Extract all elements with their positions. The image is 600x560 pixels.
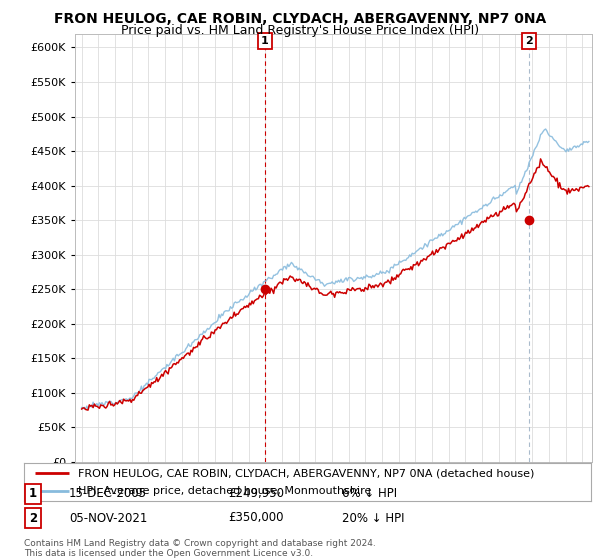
Text: Price paid vs. HM Land Registry's House Price Index (HPI): Price paid vs. HM Land Registry's House … [121,24,479,36]
Text: 1: 1 [260,36,268,46]
Text: Contains HM Land Registry data © Crown copyright and database right 2024.
This d: Contains HM Land Registry data © Crown c… [24,539,376,558]
Text: FRON HEULOG, CAE ROBIN, CLYDACH, ABERGAVENNY, NP7 0NA (detached house): FRON HEULOG, CAE ROBIN, CLYDACH, ABERGAV… [78,468,534,478]
Text: £249,950: £249,950 [228,487,284,501]
Text: 20% ↓ HPI: 20% ↓ HPI [342,511,404,525]
Text: £350,000: £350,000 [228,511,284,525]
Text: 1: 1 [29,487,37,501]
Text: HPI: Average price, detached house, Monmouthshire: HPI: Average price, detached house, Monm… [78,486,371,496]
Text: FRON HEULOG, CAE ROBIN, CLYDACH, ABERGAVENNY, NP7 0NA: FRON HEULOG, CAE ROBIN, CLYDACH, ABERGAV… [54,12,546,26]
Text: 2: 2 [29,511,37,525]
Text: 2: 2 [526,36,533,46]
Text: 6% ↓ HPI: 6% ↓ HPI [342,487,397,501]
Text: 05-NOV-2021: 05-NOV-2021 [69,511,148,525]
Text: 15-DEC-2005: 15-DEC-2005 [69,487,147,501]
